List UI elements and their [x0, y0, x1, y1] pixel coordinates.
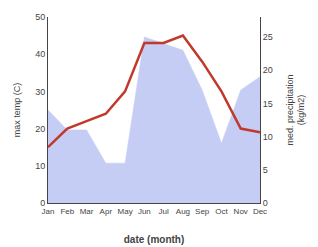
svg-text:Jul: Jul: [159, 207, 169, 216]
svg-text:Feb: Feb: [60, 207, 74, 216]
svg-text:Jun: Jun: [138, 207, 151, 216]
svg-text:15: 15: [263, 99, 273, 109]
svg-text:0: 0: [263, 198, 268, 208]
svg-text:Apr: Apr: [100, 207, 113, 216]
svg-text:20: 20: [35, 124, 45, 134]
svg-text:5: 5: [263, 165, 268, 175]
svg-text:Jan: Jan: [42, 207, 55, 216]
svg-text:Nov: Nov: [234, 207, 248, 216]
svg-text:med. precipitation(kg/m2): med. precipitation(kg/m2): [285, 74, 307, 145]
svg-text:Oct: Oct: [215, 207, 228, 216]
svg-text:40: 40: [35, 49, 45, 59]
svg-text:date (month): date (month): [124, 234, 185, 245]
svg-text:Aug: Aug: [176, 207, 190, 216]
svg-text:10: 10: [263, 132, 273, 142]
svg-text:10: 10: [35, 161, 45, 171]
svg-text:20: 20: [263, 65, 273, 75]
svg-text:50: 50: [35, 12, 45, 22]
svg-text:Sep: Sep: [195, 207, 210, 216]
svg-text:0: 0: [40, 198, 45, 208]
svg-text:25: 25: [263, 32, 273, 42]
svg-text:30: 30: [35, 87, 45, 97]
svg-text:Mar: Mar: [80, 207, 94, 216]
svg-text:max temp (C): max temp (C): [12, 83, 22, 138]
svg-text:Dec: Dec: [253, 207, 267, 216]
svg-text:May: May: [118, 207, 133, 216]
